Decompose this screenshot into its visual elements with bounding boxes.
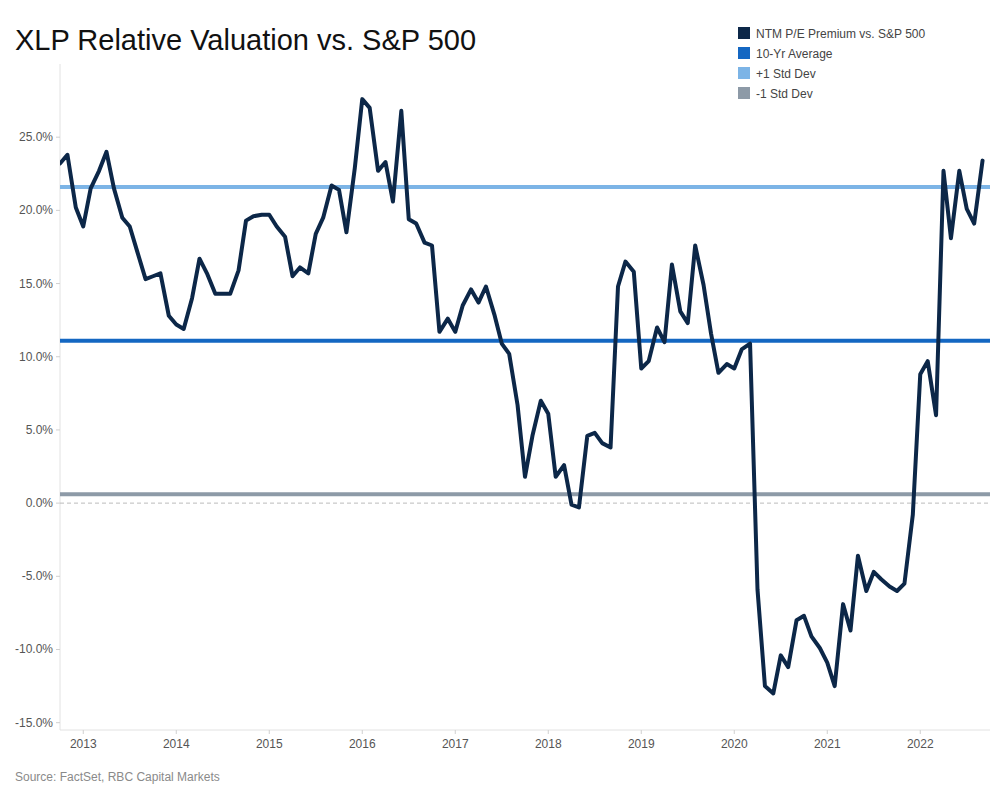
x-tick-label: 2017 [442, 737, 469, 751]
x-axis-line [60, 730, 990, 731]
x-tick [734, 730, 735, 734]
legend-swatch [738, 47, 750, 59]
reference-line [60, 339, 990, 343]
y-tick-label: 5.0% [26, 423, 54, 437]
y-tick [56, 283, 60, 284]
x-tick [641, 730, 642, 734]
x-tick-label: 2022 [907, 737, 934, 751]
legend-swatch [738, 67, 750, 79]
plot-area [60, 99, 990, 693]
y-tick [56, 503, 60, 504]
legend-swatch [738, 27, 750, 39]
x-tick-label: 2015 [256, 737, 283, 751]
y-tick [56, 356, 60, 357]
legend-label: +1 Std Dev [756, 67, 816, 81]
x-tick [455, 730, 456, 734]
legend-label: 10-Yr Average [756, 47, 833, 61]
y-tick [56, 576, 60, 577]
y-tick-label: 20.0% [19, 203, 53, 217]
y-tick-label: -10.0% [15, 642, 53, 656]
legend-swatch [738, 87, 750, 99]
y-tick-label: -15.0% [15, 716, 53, 730]
x-tick-label: 2020 [721, 737, 748, 751]
legend-label: NTM P/E Premium vs. S&P 500 [756, 27, 925, 41]
y-tick [56, 137, 60, 138]
series-line [60, 99, 983, 693]
legend-label: -1 Std Dev [756, 87, 813, 101]
x-tick [827, 730, 828, 734]
y-tick [56, 210, 60, 211]
x-tick-label: 2018 [535, 737, 562, 751]
legend: NTM P/E Premium vs. S&P 500 10-Yr Average… [738, 27, 925, 101]
x-tick-label: 2014 [163, 737, 190, 751]
chart: XLP Relative Valuation vs. S&P 500 Source… [0, 0, 999, 799]
x-tick [83, 730, 84, 734]
source: Source: FactSet, RBC Capital Markets [15, 770, 220, 784]
y-tick-label: 15.0% [19, 277, 53, 291]
x-tick [920, 730, 921, 734]
y-tick [56, 649, 60, 650]
x-tick-label: 2016 [349, 737, 376, 751]
x-tick [269, 730, 270, 734]
y-tick-label: 0.0% [26, 496, 54, 510]
x-tick-label: 2013 [70, 737, 97, 751]
y-tick-label: 10.0% [19, 350, 53, 364]
x-tick [362, 730, 363, 734]
x-tick [176, 730, 177, 734]
x-tick [548, 730, 549, 734]
x-tick-label: 2021 [814, 737, 841, 751]
x-tick-label: 2019 [628, 737, 655, 751]
y-tick [56, 429, 60, 430]
y-tick [56, 722, 60, 723]
reference-line [60, 492, 990, 496]
y-tick-label: -5.0% [22, 569, 54, 583]
zero-line [60, 503, 990, 504]
title: XLP Relative Valuation vs. S&P 500 [15, 24, 476, 56]
y-tick-label: 25.0% [19, 130, 53, 144]
reference-line [60, 185, 990, 189]
